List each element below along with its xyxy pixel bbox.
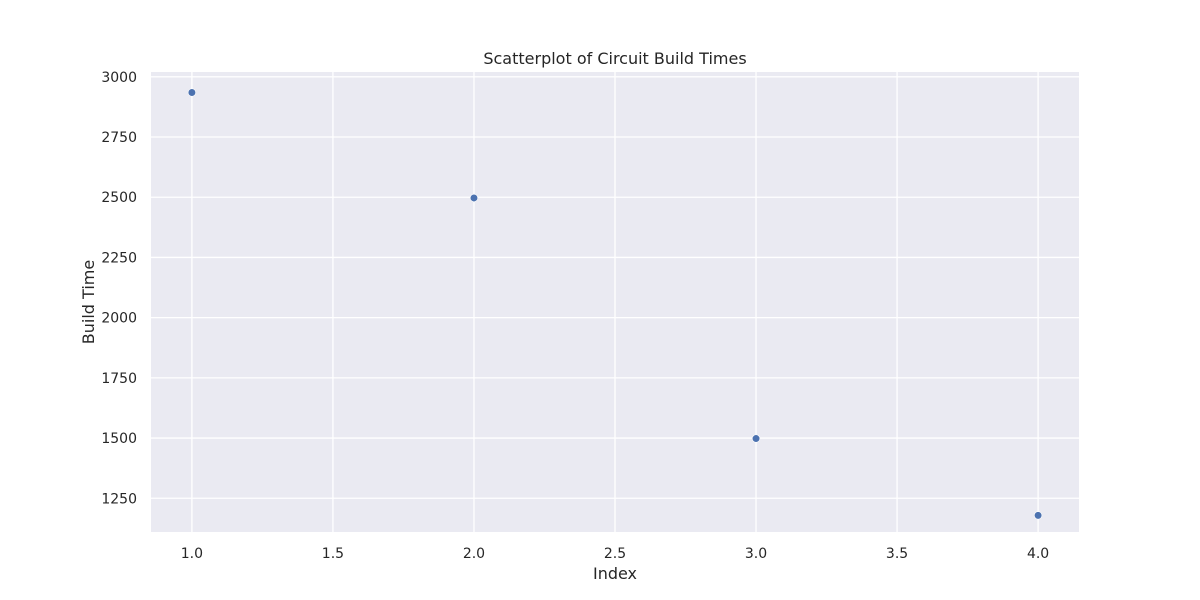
y-tick-label: 2500 (101, 190, 137, 206)
y-axis-label: Build Time (79, 260, 98, 344)
chart-title: Scatterplot of Circuit Build Times (483, 49, 746, 68)
x-tick-label: 2.5 (604, 546, 626, 562)
data-point (1034, 511, 1043, 520)
data-point (469, 193, 479, 203)
x-tick-label: 3.0 (745, 546, 767, 562)
y-tick-label: 2250 (101, 250, 137, 266)
y-tick-label: 1750 (101, 371, 137, 387)
x-tick-label: 3.5 (886, 546, 908, 562)
x-tick-labels: 1.0 1.5 2.0 2.5 3.0 3.5 4.0 (181, 546, 1049, 562)
y-tick-label: 1250 (101, 491, 137, 507)
data-point (751, 434, 761, 443)
y-tick-label: 3000 (101, 70, 137, 86)
data-point (187, 88, 196, 97)
y-tick-labels: 1250 1500 1750 2000 2250 2500 2750 3000 (101, 70, 137, 507)
x-tick-label: 1.5 (322, 546, 344, 562)
y-tick-label: 2750 (101, 130, 137, 146)
x-tick-label: 4.0 (1027, 546, 1049, 562)
x-tick-label: 2.0 (463, 546, 485, 562)
x-tick-label: 1.0 (181, 546, 203, 562)
y-tick-label: 1500 (101, 431, 137, 447)
data-points (187, 88, 1043, 520)
y-tick-label: 2000 (101, 311, 137, 327)
grid-lines (151, 72, 1079, 532)
x-axis-label: Index (593, 564, 637, 583)
